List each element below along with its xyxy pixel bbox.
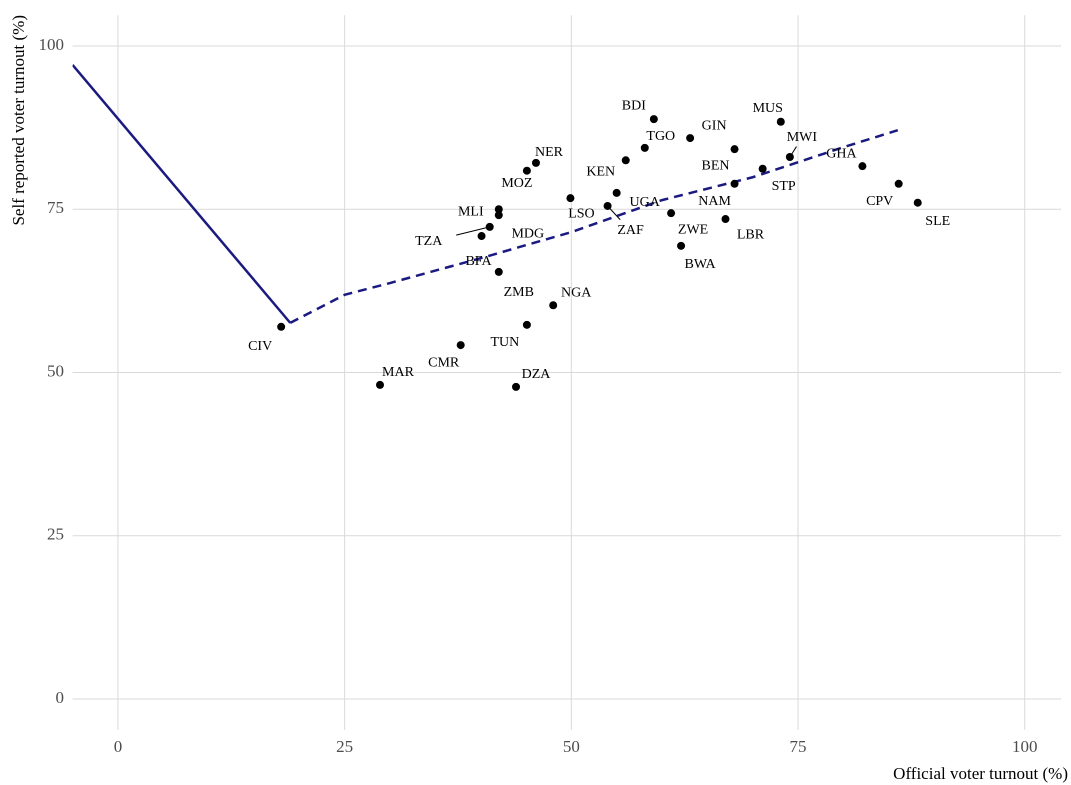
point: [566, 194, 575, 203]
y-tick-label: 25: [47, 525, 64, 544]
point: [494, 205, 503, 214]
point-label: LSO: [568, 206, 594, 221]
point-label: CMR: [428, 355, 460, 370]
x-tick-label: 0: [114, 737, 123, 756]
point-label: CIV: [248, 339, 272, 354]
point-label: TUN: [491, 335, 520, 350]
point-label: LBR: [737, 227, 765, 242]
y-tick-label: 0: [56, 688, 65, 707]
point: [913, 198, 922, 207]
point-label: MOZ: [501, 176, 532, 191]
point: [277, 322, 286, 331]
point-label: MLI: [458, 204, 484, 219]
point-label: TZA: [415, 234, 443, 249]
y-tick-label: 100: [39, 35, 65, 54]
point-label: KEN: [586, 164, 615, 179]
point-label: MUS: [753, 101, 783, 116]
point-label: UGA: [630, 195, 661, 210]
point-label: GHA: [826, 146, 857, 161]
point: [549, 301, 558, 310]
point: [612, 188, 621, 197]
fit-line: [72, 64, 292, 324]
point: [677, 241, 686, 250]
point-label: DZA: [522, 367, 552, 382]
point: [621, 156, 630, 165]
point-label: MAR: [382, 365, 415, 380]
point: [522, 166, 531, 175]
point-label: STP: [772, 179, 796, 194]
fit-line: [289, 129, 899, 324]
point: [477, 232, 486, 241]
point: [667, 209, 676, 218]
x-tick-label: 50: [563, 737, 580, 756]
point: [730, 145, 739, 154]
y-tick-label: 75: [47, 198, 64, 217]
point-label: BDI: [622, 98, 646, 113]
label-leader: [456, 226, 490, 236]
point-label: SLE: [925, 214, 950, 229]
point-label: ZMB: [504, 285, 534, 300]
x-tick-label: 100: [1012, 737, 1038, 756]
point: [894, 179, 903, 188]
point: [686, 134, 695, 143]
x-tick-label: 25: [336, 737, 353, 756]
point: [758, 164, 767, 173]
point: [776, 117, 785, 126]
point-label: MDG: [511, 226, 544, 241]
label-leader: [607, 205, 621, 221]
point-label: BEN: [702, 158, 730, 173]
point-label: CPV: [866, 194, 893, 209]
point: [376, 380, 385, 389]
point-label: NAM: [698, 194, 731, 209]
point: [522, 320, 531, 329]
point-label: BWA: [684, 257, 716, 272]
point: [730, 179, 739, 188]
x-axis-title: Official voter turnout (%): [893, 764, 1068, 783]
point: [649, 115, 658, 124]
point: [512, 382, 521, 391]
point: [858, 162, 867, 171]
point-label: ZAF: [617, 223, 644, 238]
point-label: NER: [535, 145, 564, 160]
point-label: TGO: [646, 129, 675, 144]
point-label: BFA: [465, 254, 492, 269]
point: [640, 143, 649, 152]
point-label: NGA: [561, 285, 592, 300]
point-label: GIN: [702, 118, 727, 133]
x-tick-label: 75: [790, 737, 807, 756]
label-leader: [789, 146, 797, 158]
point-label: ZWE: [678, 222, 708, 237]
point: [494, 211, 503, 220]
point: [456, 341, 465, 350]
y-axis-title: Self reported voter turnout (%): [9, 15, 28, 226]
y-tick-label: 50: [47, 361, 64, 380]
point: [494, 267, 503, 276]
point: [531, 158, 540, 167]
point-label: MWI: [787, 130, 818, 145]
point: [721, 215, 730, 224]
